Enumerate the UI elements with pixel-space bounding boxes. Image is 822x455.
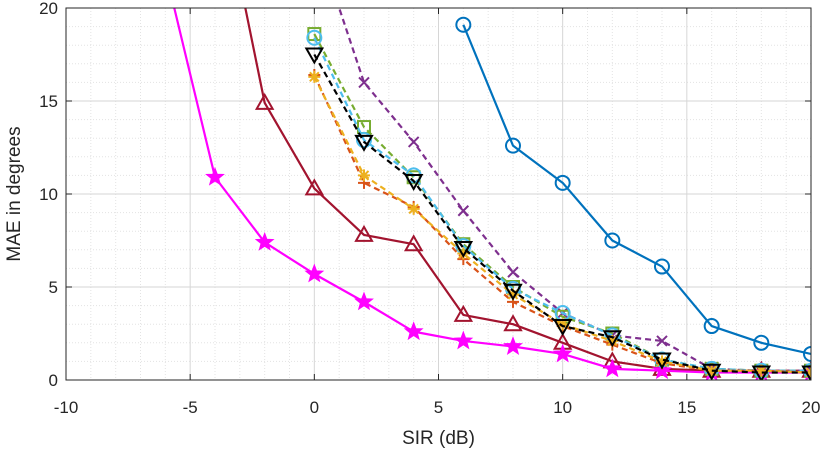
series-8 xyxy=(308,70,811,379)
data-point xyxy=(306,29,323,46)
data-point xyxy=(354,291,374,311)
data-point xyxy=(457,247,470,260)
axis-ticks xyxy=(65,7,812,381)
data-point xyxy=(803,345,811,362)
data-point xyxy=(354,224,374,242)
data-point xyxy=(652,352,672,370)
data-point xyxy=(304,178,325,196)
series-line xyxy=(173,8,811,374)
y-tick-labels: 0 5 10 15 20 xyxy=(39,0,58,390)
data-point xyxy=(358,76,370,89)
data-point xyxy=(604,232,621,249)
y-axis-label: MAE in degrees xyxy=(4,126,25,261)
data-point xyxy=(457,205,470,217)
x-tick-label: -5 xyxy=(183,398,198,417)
data-point xyxy=(705,364,718,377)
y-tick-label: 20 xyxy=(39,0,58,18)
data-point xyxy=(503,314,523,332)
y-tick-label: 10 xyxy=(39,185,58,204)
data-point xyxy=(354,134,374,152)
data-point xyxy=(358,169,370,182)
series-line xyxy=(313,76,811,374)
series-layer xyxy=(173,8,811,380)
x-tick-label: 5 xyxy=(434,398,443,417)
data-point xyxy=(654,258,670,275)
data-point xyxy=(652,360,672,380)
y-tick-label: 15 xyxy=(39,92,58,111)
data-point xyxy=(407,202,420,215)
data-point xyxy=(308,70,321,83)
x-tick-label: 10 xyxy=(553,398,572,417)
x-axis-label: SIR (dB) xyxy=(402,428,475,449)
data-point xyxy=(801,365,811,380)
data-point xyxy=(552,319,573,337)
x-tick-label: -10 xyxy=(54,398,79,417)
series-9 xyxy=(304,47,811,380)
series-line xyxy=(313,33,811,372)
data-point xyxy=(503,336,523,355)
series-line xyxy=(313,53,811,374)
series-1 xyxy=(455,16,811,362)
data-point xyxy=(254,92,275,110)
data-point xyxy=(403,173,424,191)
series-line xyxy=(313,37,811,372)
x-tick-label: 15 xyxy=(677,398,696,417)
series-line xyxy=(462,24,811,356)
data-point xyxy=(753,334,770,351)
x-tick-labels: -10 -5 0 5 10 15 20 xyxy=(54,398,821,417)
data-point xyxy=(656,355,668,368)
data-point xyxy=(205,166,225,186)
data-point xyxy=(701,363,722,380)
data-point xyxy=(803,362,811,379)
y-tick-label: 5 xyxy=(49,278,58,297)
data-point xyxy=(403,321,424,341)
data-point xyxy=(507,266,519,278)
data-point xyxy=(455,16,472,33)
data-point xyxy=(407,136,420,148)
data-point xyxy=(505,137,521,154)
x-tick-label: 20 xyxy=(802,398,821,417)
data-point xyxy=(507,288,519,301)
y-tick-label: 0 xyxy=(49,371,58,390)
data-point xyxy=(602,358,623,378)
data-point xyxy=(751,365,772,380)
data-point xyxy=(606,334,619,347)
data-point xyxy=(403,234,424,252)
data-point xyxy=(552,343,573,363)
data-point xyxy=(453,304,474,322)
data-point xyxy=(254,231,275,251)
data-point xyxy=(554,174,571,191)
data-point xyxy=(453,330,474,350)
data-point xyxy=(602,330,623,348)
data-point xyxy=(356,132,372,149)
data-point xyxy=(755,364,768,377)
data-point xyxy=(503,283,523,301)
x-tick-label: 0 xyxy=(310,398,319,417)
data-point xyxy=(703,318,720,335)
data-point xyxy=(304,263,325,283)
data-point xyxy=(453,240,474,258)
data-point xyxy=(656,335,668,347)
data-point xyxy=(556,318,569,331)
data-point xyxy=(304,47,325,65)
